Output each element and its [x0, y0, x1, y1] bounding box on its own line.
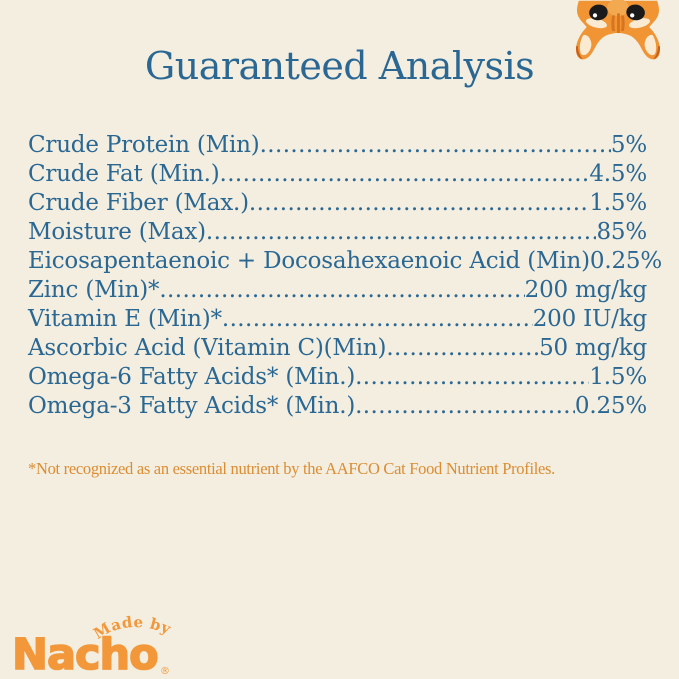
nutrient-label: Eicosapentaenoic + Docosahexaenoic Acid … [28, 248, 590, 274]
table-row: Moisture (Max)..........................… [28, 217, 647, 246]
table-row: Zinc (Min)*.............................… [28, 275, 647, 304]
table-row: Omega-3 Fatty Acids* (Min.).............… [28, 391, 647, 420]
cat-ear-tip-right [653, 45, 661, 60]
nutrient-value: 5% [610, 132, 647, 158]
nutrient-label: Crude Protein (Min) [28, 132, 260, 158]
cat-eye-highlight-left [592, 13, 598, 18]
table-row: Crude Fat (Min.)........................… [28, 159, 647, 188]
cat-brow-left [585, 18, 607, 29]
table-row: Crude Protein (Min).....................… [28, 130, 647, 159]
nutrient-label: Moisture (Max) [28, 219, 206, 245]
nutrient-value: 50 mg/kg [539, 335, 647, 361]
nutrient-label: Ascorbic Acid (Vitamin C)(Min) [28, 335, 387, 361]
dot-leader: ........................................… [248, 190, 590, 216]
cat-inner-ear-right [644, 34, 657, 56]
nutrient-value: 85% [596, 219, 647, 245]
nutrient-value: 1.5% [589, 364, 647, 390]
table-row: Eicosapentaenoic + Docosahexaenoic Acid … [28, 246, 662, 275]
table-row: Ascorbic Acid (Vitamin C)(Min)..........… [28, 333, 647, 362]
brand-logo: Made by Nacho ® [10, 612, 190, 679]
cat-icon-svg [575, 0, 661, 60]
page-title: Guaranteed Analysis [144, 44, 535, 88]
dot-leader: ........................................… [386, 335, 540, 361]
dot-leader: ........................................… [259, 132, 611, 158]
nutrient-value: 200 mg/kg [524, 277, 648, 303]
brand-name: Nacho [12, 630, 158, 676]
cat-stripe-right [620, 15, 625, 32]
cat-eye-highlight-right [630, 13, 635, 18]
cat-icon [573, 0, 663, 64]
nutrient-value: 4.5% [589, 161, 647, 187]
nutrient-label: Crude Fat (Min.) [28, 161, 220, 187]
dot-leader: ........................................… [205, 219, 597, 245]
cat-brow-right [629, 18, 651, 29]
dot-leader: ........................................… [219, 161, 590, 187]
table-row: Crude Fiber (Max.)......................… [28, 188, 647, 217]
aafco-footnote: *Not recognized as an essential nutrient… [28, 459, 555, 478]
nutrient-label: Zinc (Min)* [28, 277, 160, 303]
nutrient-label: Omega-6 Fatty Acids* (Min.) [28, 364, 356, 390]
analysis-table: Crude Protein (Min).....................… [28, 130, 662, 420]
nutrient-label: Vitamin E (Min)* [28, 306, 222, 332]
brand-logo-svg: Made by Nacho ® [11, 613, 174, 679]
registered-mark: ® [160, 666, 170, 676]
table-row: Vitamin E (Min)*........................… [28, 304, 647, 333]
cat-inner-ear-left [579, 34, 592, 56]
cat-stripe-left [611, 15, 616, 32]
nutrient-label: Omega-3 Fatty Acids* (Min.) [28, 393, 356, 419]
nutrient-value: 200 IU/kg [532, 306, 647, 332]
cat-stripe-center [617, 13, 620, 33]
nutrient-label: Crude Fiber (Max.) [28, 190, 249, 216]
dot-leader: ........................................… [355, 364, 589, 390]
nutrient-value: 1.5% [589, 190, 647, 216]
cat-nose-bridge [607, 0, 629, 17]
nutrient-value: 0.25% [574, 393, 647, 419]
dot-leader: ........................................… [355, 393, 575, 419]
nutrient-value: 0.25% [589, 248, 662, 274]
dot-leader: ........................................… [221, 306, 533, 332]
table-row: Omega-6 Fatty Acids* (Min.).............… [28, 362, 647, 391]
cat-ear-tip-left [575, 45, 583, 60]
dot-leader: ........................................… [159, 277, 524, 303]
